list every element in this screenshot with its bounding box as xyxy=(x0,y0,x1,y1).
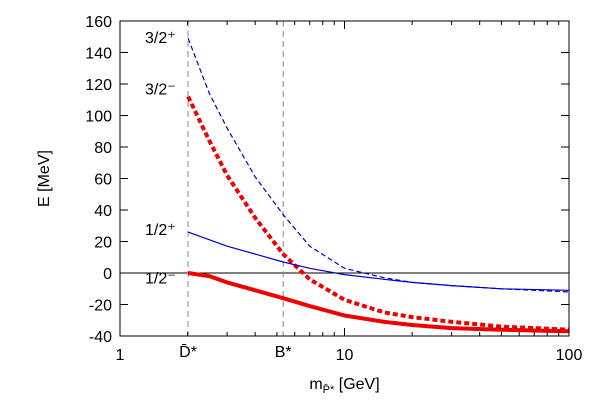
series-label-2: 1/2⁺ xyxy=(145,222,176,239)
y-tick-label: 20 xyxy=(94,235,112,252)
y-tick-label: 160 xyxy=(85,14,112,31)
x-axis-label-base: m xyxy=(309,376,322,393)
x-tick-label: 10 xyxy=(336,347,354,364)
series-line-3 xyxy=(187,271,570,334)
y-tick-label: 80 xyxy=(94,140,112,157)
vline-label-1: B* xyxy=(275,344,292,361)
series-line-0 xyxy=(187,38,570,293)
series-label-0: 3/2⁺ xyxy=(145,30,176,47)
x-axis-label: mP̄* [GeV] xyxy=(309,376,379,396)
y-tick-label: 100 xyxy=(85,109,112,126)
x-axis-label-subscript: P̄* xyxy=(323,383,335,396)
y-tick-label: 0 xyxy=(103,266,112,283)
vline-label-0: D̄* xyxy=(179,344,197,361)
x-tick-label: 100 xyxy=(556,347,583,364)
y-tick-label: 40 xyxy=(94,203,112,220)
y-tick-label: -20 xyxy=(89,298,112,315)
series-layer xyxy=(186,38,570,334)
series-line-1 xyxy=(186,95,570,332)
y-tick-label: 120 xyxy=(85,77,112,94)
y-tick-label: -40 xyxy=(89,329,112,346)
label-layer: D̄* B* -40 -20 0 20 40 60 80 100 120 140 160 1 10 100 3/… xyxy=(85,14,582,364)
y-axis-label: E [MeV] xyxy=(36,150,53,207)
tick-layer xyxy=(119,20,570,337)
x-tick-label: 1 xyxy=(116,347,125,364)
x-axis-label-unit: [GeV] xyxy=(334,376,379,393)
y-tick-label: 60 xyxy=(94,172,112,189)
series-label-3: 1/2⁻ xyxy=(145,271,176,288)
series-line-2 xyxy=(187,231,570,291)
series-label-1: 3/2⁻ xyxy=(145,82,176,99)
y-tick-label: 140 xyxy=(85,46,112,63)
